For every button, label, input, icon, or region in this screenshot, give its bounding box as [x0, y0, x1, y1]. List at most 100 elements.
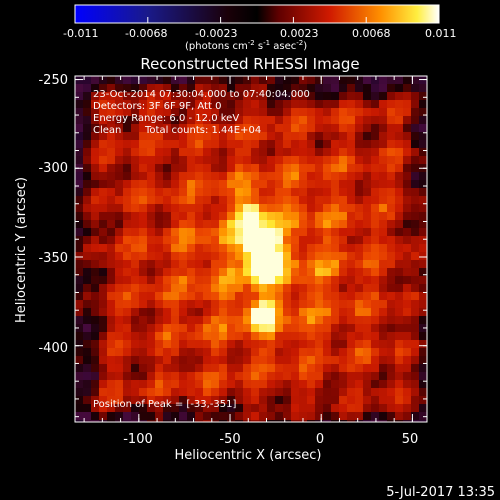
heatmap-cell [267, 300, 276, 309]
heatmap-cell [387, 164, 396, 173]
heatmap-cell [171, 116, 180, 125]
heatmap-cell [371, 420, 380, 422]
heatmap-cell [203, 292, 212, 301]
heatmap-cell [147, 124, 156, 133]
heatmap-cell [259, 132, 268, 141]
heatmap-cell [251, 172, 260, 181]
heatmap-cell [371, 228, 380, 237]
heatmap-cell [355, 276, 364, 285]
heatmap-cell [195, 324, 204, 333]
heatmap-cell [91, 100, 100, 109]
heatmap-cell [363, 404, 372, 413]
heatmap-cell [419, 388, 427, 397]
heatmap-cell [323, 108, 332, 117]
heatmap-cell [355, 156, 364, 165]
heatmap-cell [275, 420, 284, 422]
heatmap-cell [155, 340, 164, 349]
heatmap-cell [387, 332, 396, 341]
heatmap-cell [283, 156, 292, 165]
heatmap-cell [131, 140, 140, 149]
heatmap-cell [275, 396, 284, 405]
heatmap-cell [283, 188, 292, 197]
heatmap-cell [251, 292, 260, 301]
heatmap-cell [235, 252, 244, 261]
heatmap-cell [163, 188, 172, 197]
heatmap-cell [355, 404, 364, 413]
heatmap-cell [307, 116, 316, 125]
heatmap-cell [147, 292, 156, 301]
heatmap-cell [363, 180, 372, 189]
heatmap-cell [187, 108, 196, 117]
heatmap-cell [219, 356, 228, 365]
heatmap-cell [331, 396, 340, 405]
heatmap-cell [379, 380, 388, 389]
heatmap-cell [139, 180, 148, 189]
heatmap-cell [243, 100, 252, 109]
heatmap-cell [331, 284, 340, 293]
heatmap-cell [379, 124, 388, 133]
heatmap-cell [179, 84, 188, 93]
heatmap-cell [115, 396, 124, 405]
heatmap-cell [363, 188, 372, 197]
heatmap-cell [115, 372, 124, 381]
heatmap-cell [355, 204, 364, 213]
heatmap-cell [203, 116, 212, 125]
heatmap-cell [299, 212, 308, 221]
heatmap-cell [195, 132, 204, 141]
heatmap-cell [115, 388, 124, 397]
heatmap-cell [123, 76, 132, 85]
heatmap-cell [195, 228, 204, 237]
heatmap-cell [235, 268, 244, 277]
heatmap-cell [403, 404, 412, 413]
heatmap-cell [387, 108, 396, 117]
heatmap-cell [395, 92, 404, 101]
heatmap-cell [203, 84, 212, 93]
heatmap-cell [395, 252, 404, 261]
heatmap-cell [123, 108, 132, 117]
heatmap-cell [267, 220, 276, 229]
heatmap-cell [291, 404, 300, 413]
heatmap-cell [179, 188, 188, 197]
heatmap-cell [211, 188, 220, 197]
heatmap-cell [131, 292, 140, 301]
heatmap-cell [259, 404, 268, 413]
heatmap-cell [243, 396, 252, 405]
heatmap-cell [363, 420, 372, 422]
heatmap-cell [171, 100, 180, 109]
heatmap-cell [139, 116, 148, 125]
heatmap-cell [291, 292, 300, 301]
heatmap-cell [267, 212, 276, 221]
heatmap-cell [323, 404, 332, 413]
heatmap-cell [163, 364, 172, 373]
heatmap-cell [131, 332, 140, 341]
heatmap-cell [107, 188, 116, 197]
heatmap-cell [419, 308, 427, 317]
heatmap-cell [411, 116, 420, 125]
heatmap-cell [203, 420, 212, 422]
heatmap-cell [75, 268, 84, 277]
heatmap-cell [123, 236, 132, 245]
heatmap-cell [123, 132, 132, 141]
heatmap-cell [291, 396, 300, 405]
y-tick-label-2: -350 [38, 251, 68, 266]
heatmap-cell [323, 228, 332, 237]
heatmap-cell [315, 308, 324, 317]
y-tick-label-0: -250 [38, 73, 68, 88]
heatmap-cell [187, 260, 196, 269]
heatmap-cell [291, 76, 300, 85]
heatmap-cell [99, 180, 108, 189]
heatmap-cell [291, 220, 300, 229]
heatmap-cell [339, 132, 348, 141]
heatmap-cell [83, 308, 92, 317]
heatmap-cell [323, 124, 332, 133]
heatmap-cell [339, 76, 348, 85]
heatmap-cell [331, 164, 340, 173]
heatmap-cell [347, 380, 356, 389]
heatmap-cell [387, 140, 396, 149]
heatmap-cell [195, 204, 204, 213]
heatmap-cell [283, 196, 292, 205]
heatmap-cell [211, 140, 220, 149]
heatmap-cell [107, 316, 116, 325]
heatmap-cell [155, 420, 164, 422]
heatmap-cell [91, 396, 100, 405]
